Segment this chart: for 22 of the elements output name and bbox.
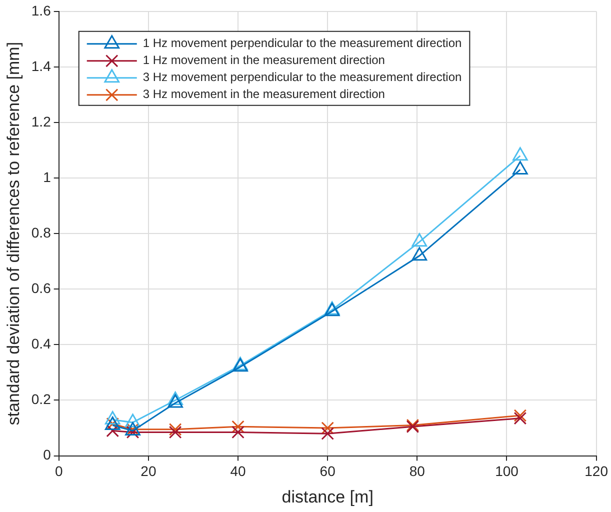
y-tick-label: 1	[43, 168, 52, 185]
x-tick-label: 0	[54, 463, 63, 480]
y-tick-label: 0.4	[31, 336, 52, 352]
y-tick-label: 0.2	[31, 391, 52, 408]
y-tick-label: 1.6	[31, 2, 52, 18]
y-axis-title: standard deviation of differences to reference [mm]	[4, 42, 23, 426]
y-tick-label: 0.6	[31, 280, 52, 296]
x-tick-label: 100	[495, 463, 519, 480]
y-tick-label: 0.8	[31, 224, 52, 240]
legend-label: 3 Hz movement perpendicular to the measurement direction	[142, 70, 462, 84]
x-tick-label: 60	[320, 463, 336, 480]
legend-label: 1 Hz movement in the measurement direction	[142, 53, 385, 68]
x-tick-label: 120	[584, 463, 608, 480]
x-tick-label: 20	[140, 463, 156, 480]
x-tick-label: 80	[409, 463, 426, 480]
x-tick-label: 40	[230, 463, 246, 480]
legend-label: 3 Hz movement in the measurement direction	[142, 87, 385, 102]
x-axis-title: distance [m]	[282, 487, 374, 506]
y-tick-label: 1.4	[31, 58, 52, 74]
legend-label: 1 Hz movement perpendicular to the measurement direction	[142, 36, 462, 50]
y-tick-label: 1.2	[31, 113, 52, 130]
y-tick-label: 0	[43, 446, 52, 463]
